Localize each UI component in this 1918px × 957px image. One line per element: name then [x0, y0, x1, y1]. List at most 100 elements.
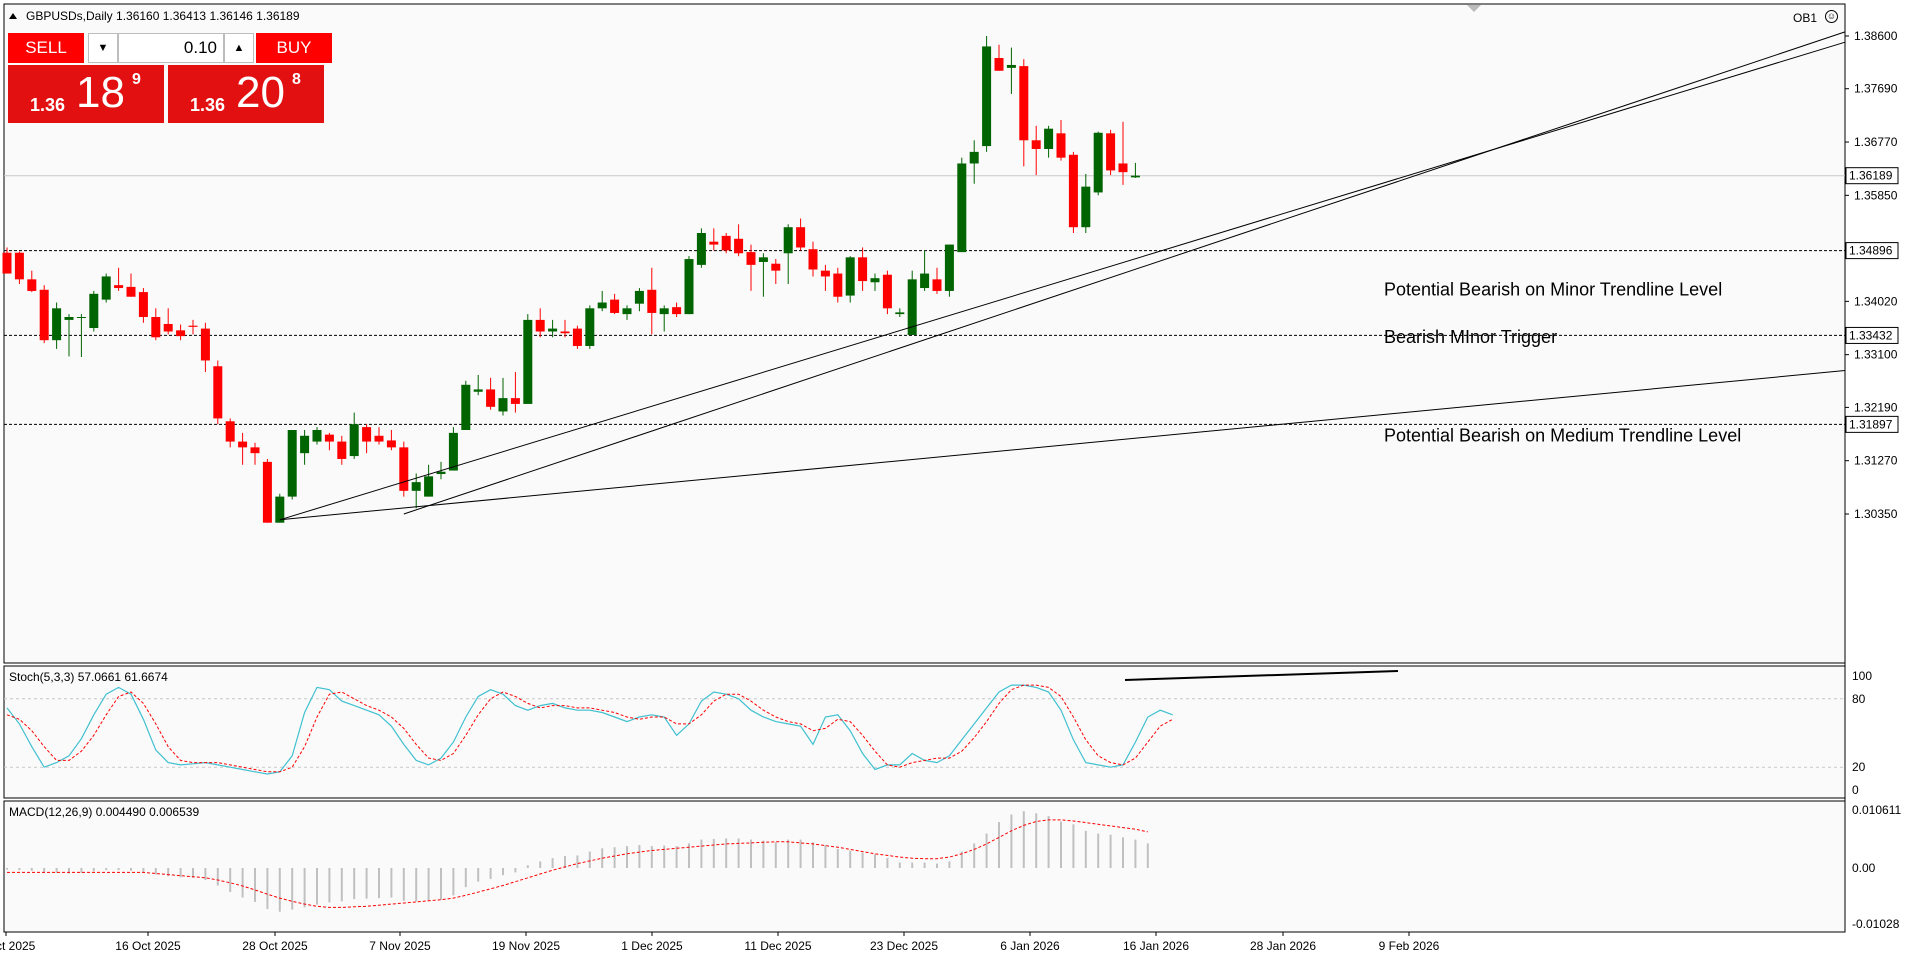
buy-button[interactable]: BUY	[256, 33, 332, 63]
level-price-label: 1.31897	[1849, 417, 1893, 431]
bullish-candle	[696, 232, 706, 265]
bearish-candle	[721, 235, 731, 251]
date-label: 6 Oct 2025	[0, 939, 36, 953]
bearish-candle	[746, 252, 756, 265]
date-label: 7 Nov 2025	[369, 939, 431, 953]
bullish-candle	[1093, 132, 1103, 193]
bullish-candle	[436, 471, 446, 475]
bearish-candle	[399, 447, 409, 491]
symbol-menu-icon[interactable]	[9, 13, 17, 19]
bearish-candle	[362, 427, 372, 442]
sell-price-button[interactable]: 1.36 18 9	[8, 65, 164, 123]
bearish-candle	[672, 307, 682, 315]
bullish-candle	[76, 317, 86, 319]
current-price-label: 1.36189	[1849, 169, 1893, 183]
stoch-level-label: 100	[1852, 669, 1872, 683]
bearish-candle	[114, 285, 124, 289]
bearish-candle	[176, 330, 186, 337]
lot-size-input[interactable]: 0.10	[118, 33, 224, 63]
bullish-candle	[982, 46, 992, 147]
lot-increase-button[interactable]: ▲	[224, 33, 254, 63]
bearish-candle	[324, 434, 334, 442]
stoch-signal-line	[6, 684, 1173, 773]
macd-axis-label: 0.00	[1852, 861, 1876, 875]
bullish-candle	[907, 279, 917, 335]
bullish-candle	[597, 302, 607, 309]
bearish-candle	[833, 273, 843, 297]
bearish-candle	[337, 441, 347, 459]
bearish-candle	[1031, 140, 1041, 149]
bearish-candle	[250, 447, 260, 454]
bullish-candle	[300, 435, 310, 454]
bullish-candle	[944, 244, 954, 291]
annotation-text: Potential Bearish on Minor Trendline Lev…	[1384, 280, 1722, 300]
price-tick-label: 1.34020	[1854, 294, 1898, 308]
date-label: 16 Oct 2025	[115, 939, 181, 953]
lot-decrease-button[interactable]: ▼	[88, 33, 118, 63]
date-label: 16 Jan 2026	[1123, 939, 1189, 953]
trendline[interactable]	[279, 41, 1846, 521]
expert-smiley-icon[interactable]: ☺	[1825, 10, 1838, 23]
bullish-candle	[548, 328, 558, 332]
buy-price-button[interactable]: 1.36 20 8	[168, 65, 324, 123]
bearish-candle	[138, 292, 148, 318]
buy-price-pips: 20	[236, 68, 285, 117]
bearish-candle	[572, 328, 582, 346]
bullish-candle	[101, 276, 111, 300]
bearish-candle	[1068, 154, 1078, 228]
level-price-label: 1.34896	[1849, 244, 1893, 258]
sell-price-fraction: 9	[132, 71, 141, 88]
bearish-candle	[14, 252, 24, 280]
order-book-label[interactable]: OB1	[1793, 11, 1818, 25]
bearish-candle	[213, 366, 223, 419]
buy-price-prefix: 1.36	[190, 95, 226, 115]
bullish-candle	[89, 293, 99, 329]
bearish-candle	[188, 325, 198, 327]
bullish-candle	[1006, 64, 1016, 68]
stoch-plot-frame	[3, 665, 1846, 799]
annotation-text: Potential Bearish on Medium Trendline Le…	[1384, 426, 1741, 446]
bullish-candle	[523, 319, 533, 404]
bearish-candle	[486, 389, 496, 407]
trendline[interactable]	[279, 370, 1846, 521]
bullish-candle	[684, 259, 694, 315]
macd-axis-label: -0.01028	[1852, 917, 1900, 931]
bullish-candle	[312, 429, 322, 442]
bullish-candle	[287, 429, 297, 497]
price-tick-label: 1.31270	[1854, 454, 1898, 468]
bullish-candle	[845, 257, 855, 296]
stoch-level-label: 0	[1852, 783, 1859, 797]
bullish-candle	[498, 398, 508, 412]
bearish-candle	[734, 238, 744, 254]
bearish-candle	[374, 435, 384, 442]
bearish-candle	[510, 398, 520, 404]
price-tick-label: 1.30350	[1854, 507, 1898, 521]
bearish-candle	[535, 319, 545, 332]
buy-price-fraction: 8	[292, 71, 301, 88]
bearish-candle	[647, 289, 657, 313]
sell-price-pips: 18	[76, 68, 125, 117]
macd-label: MACD(12,26,9) 0.004490 0.006539	[9, 805, 199, 819]
bearish-candle	[610, 299, 620, 313]
trendline[interactable]	[403, 31, 1846, 515]
chart-shift-marker[interactable]	[1467, 5, 1481, 12]
bullish-candle	[275, 496, 285, 523]
bearish-candle	[238, 441, 248, 448]
bearish-candle	[386, 440, 396, 448]
bearish-candle	[126, 286, 136, 297]
bearish-candle	[709, 241, 719, 245]
bullish-candle	[52, 308, 62, 341]
sell-button[interactable]: SELL	[8, 33, 84, 63]
bullish-candle	[64, 317, 74, 320]
price-tick-label: 1.35850	[1854, 188, 1898, 202]
bearish-candle	[994, 58, 1004, 71]
price-tick-label: 1.32190	[1854, 400, 1898, 414]
stoch-divergence-line[interactable]	[1124, 670, 1399, 681]
bearish-candle	[27, 279, 37, 291]
bullish-candle	[895, 312, 905, 315]
bullish-candle	[870, 278, 880, 283]
bullish-candle	[622, 308, 632, 315]
stoch-label: Stoch(5,3,3) 57.0661 61.6674	[9, 670, 168, 684]
annotation-text: Bearish MInor Trigger	[1384, 327, 1557, 347]
